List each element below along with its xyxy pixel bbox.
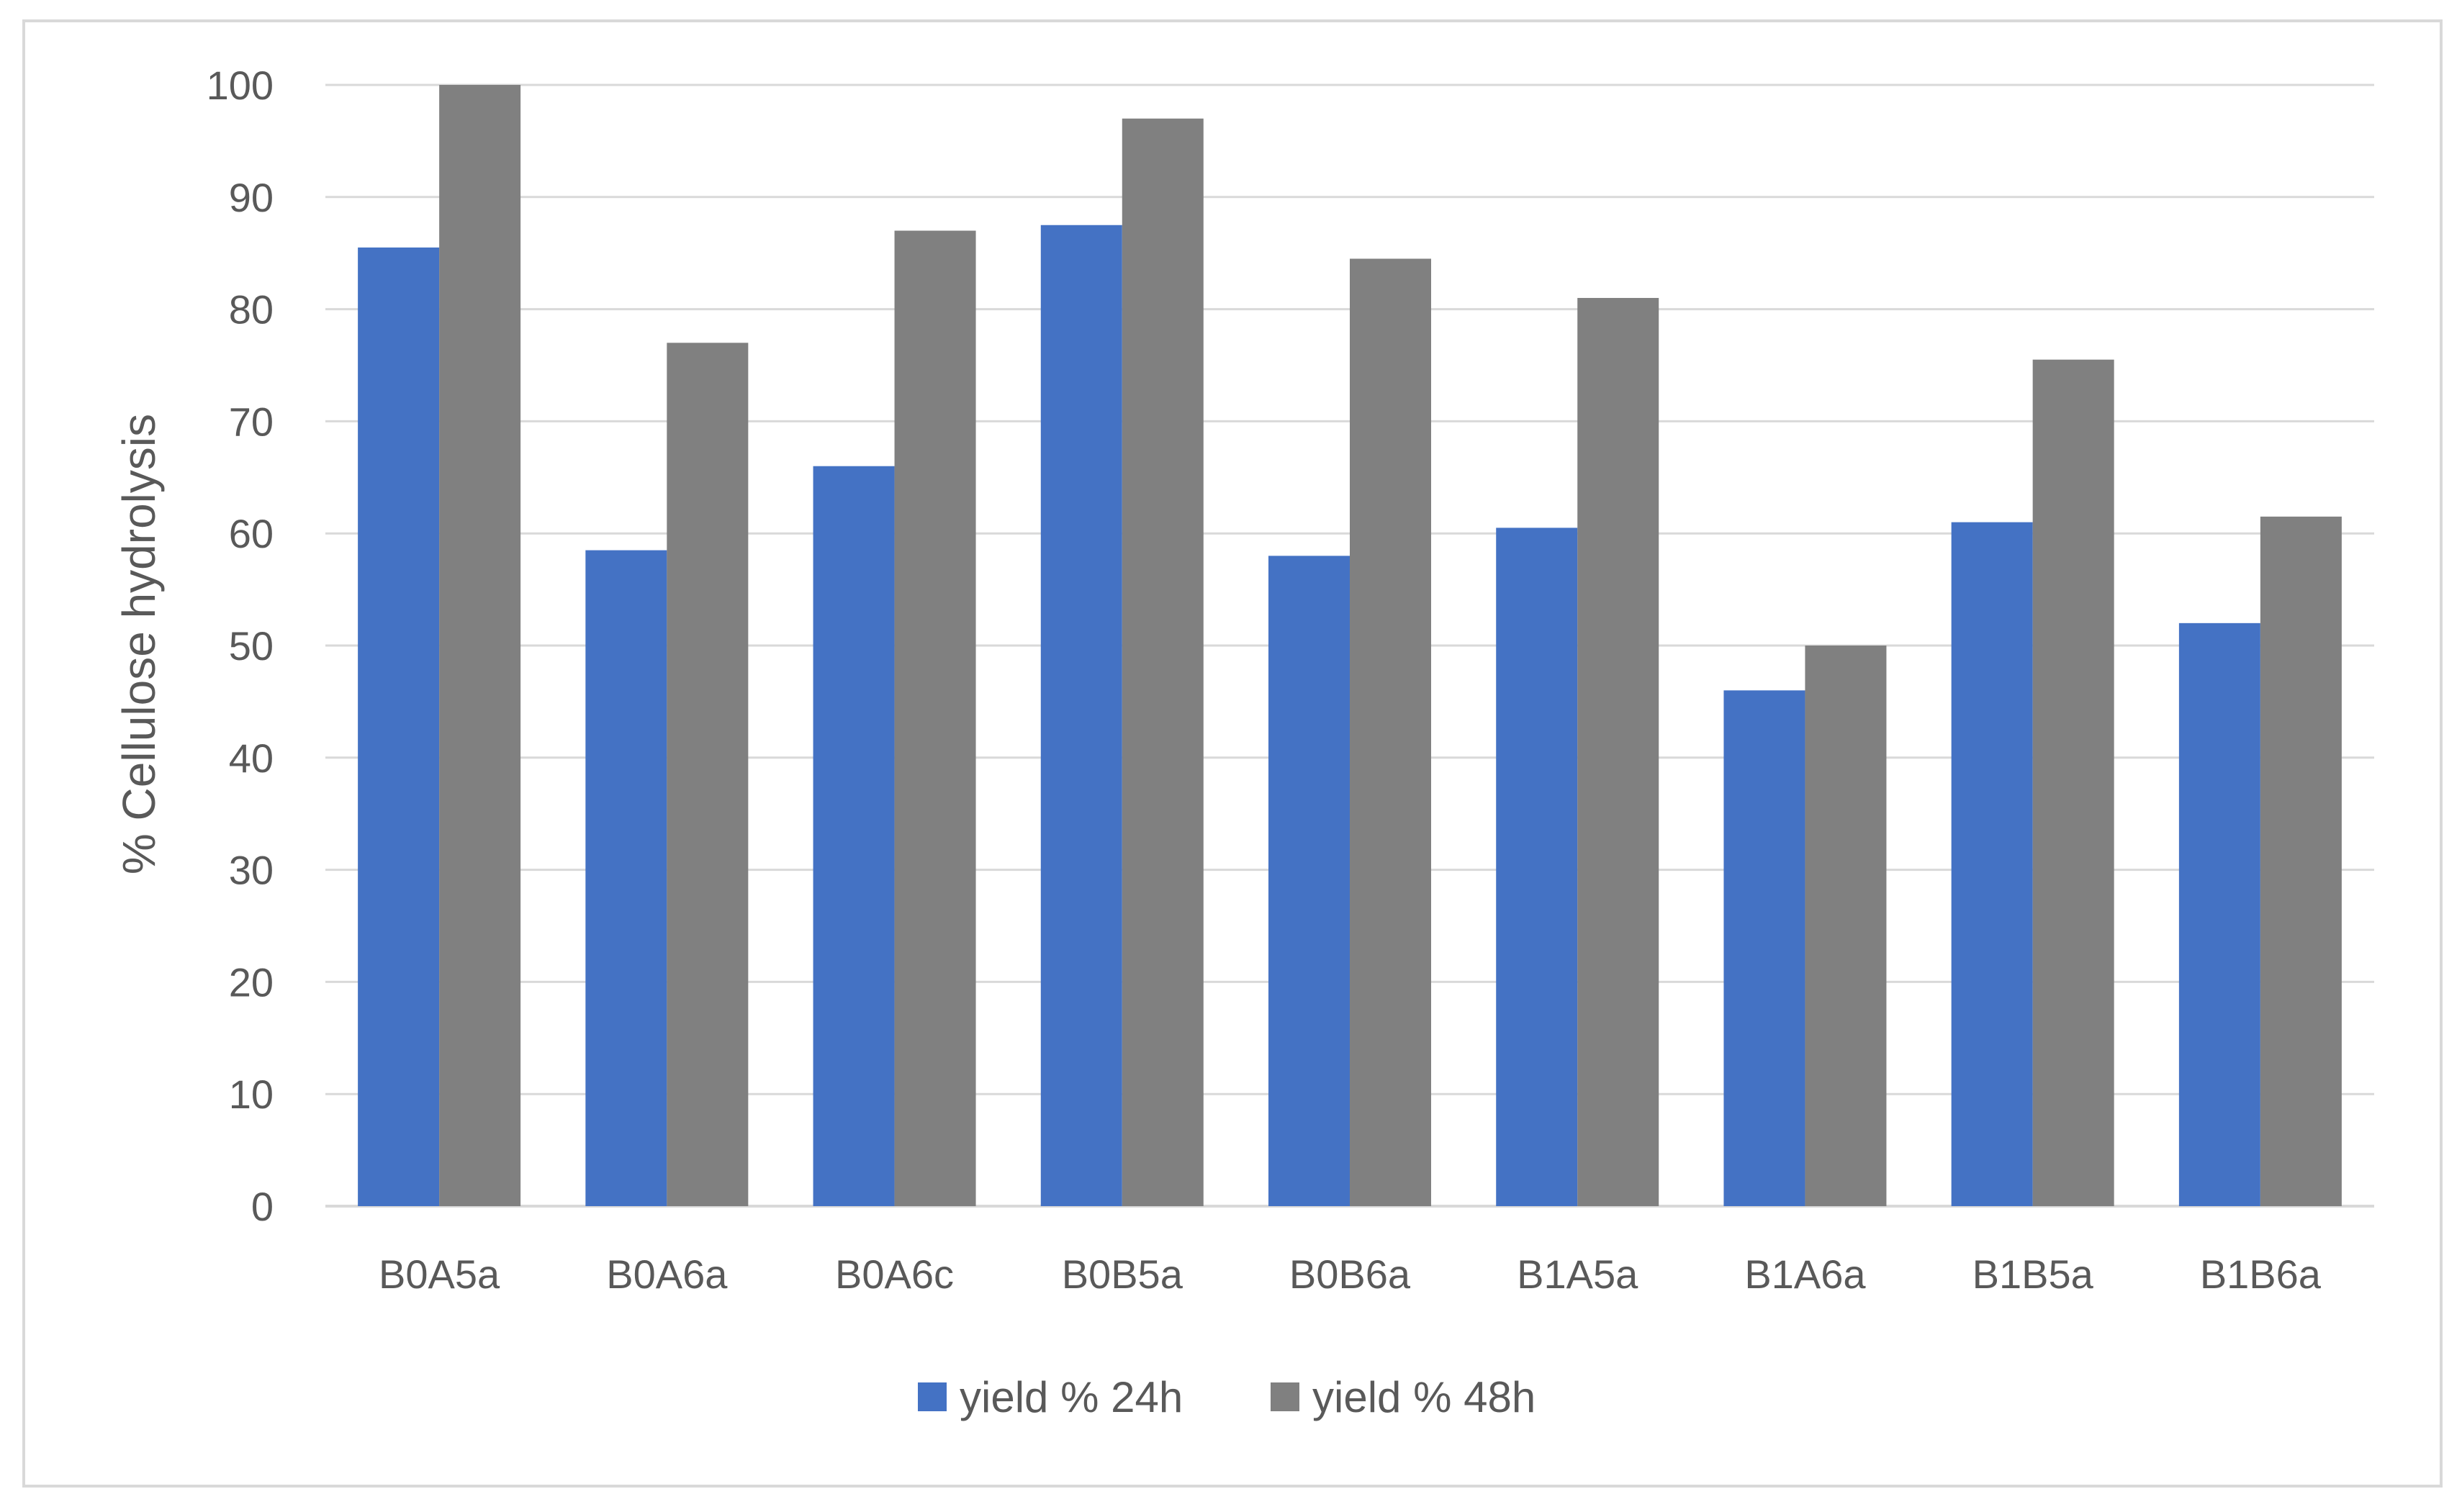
y-tick-label: 0 (251, 1184, 274, 1229)
bar-B1A6a-48h (1805, 646, 1887, 1206)
bar-B0B6a-48h (1350, 258, 1431, 1206)
bars (358, 85, 2342, 1207)
bar-B1A5a-48h (1577, 298, 1659, 1206)
y-tick-label: 50 (229, 623, 274, 669)
bar-B0B5a-24h (1040, 225, 1122, 1206)
y-tick-label: 100 (207, 63, 274, 108)
y-axis-title: % Cellulose hydrolysis (113, 414, 165, 874)
x-tick-label: B0A6a (606, 1251, 728, 1297)
legend-label: yield % 48h (1312, 1373, 1536, 1421)
y-tick-label: 70 (229, 399, 274, 444)
legend-swatch (1271, 1382, 1299, 1411)
x-tick-label: B1A5a (1517, 1251, 1638, 1297)
y-tick-label: 10 (229, 1072, 274, 1117)
x-tick-label: B1B5a (1972, 1251, 2094, 1297)
bar-B1B5a-48h (2032, 359, 2114, 1207)
y-tick-label: 20 (229, 959, 274, 1005)
x-tick-label: B1B6a (2200, 1251, 2322, 1297)
y-tick-label: 40 (229, 735, 274, 781)
bar-B0A6a-24h (585, 550, 667, 1206)
bar-B1B6a-24h (2178, 623, 2260, 1206)
y-tick-label: 60 (229, 511, 274, 556)
legend-swatch (918, 1382, 947, 1411)
y-tick-label: 80 (229, 287, 274, 332)
bar-B1A5a-24h (1496, 528, 1578, 1206)
bar-B0A6a-48h (667, 343, 749, 1207)
legend-label: yield % 24h (960, 1373, 1183, 1421)
x-tick-label: B0A5a (379, 1251, 500, 1297)
bar-B0A6c-24h (813, 466, 895, 1206)
x-tick-label: B0A6c (835, 1251, 954, 1297)
bar-B0B6a-24h (1268, 556, 1350, 1206)
y-tick-label: 30 (229, 848, 274, 893)
bar-B0A5a-48h (439, 85, 521, 1206)
x-tick-label: B0B6a (1289, 1251, 1411, 1297)
bar-B0A6c-48h (894, 230, 976, 1206)
x-tick-label: B1A6a (1744, 1251, 1866, 1297)
bar-B0A5a-24h (358, 247, 440, 1206)
legend: yield % 24h yield % 48h (918, 1373, 1536, 1421)
x-axis-ticks: B0A5a B0A6a B0A6c B0B5a B0B6a B1A5a B1A6a B1B5a… (379, 1251, 2322, 1297)
bar-B1B5a-24h (1951, 522, 2033, 1206)
bar-B1B6a-48h (2260, 516, 2342, 1206)
y-axis-ticks: 0 10 20 30 40 50 60 70 80 90 100 (207, 63, 274, 1229)
y-tick-label: 90 (229, 175, 274, 220)
bar-B1A6a-24h (1723, 690, 1805, 1206)
bar-B0B5a-48h (1122, 118, 1204, 1207)
x-tick-label: B0B5a (1062, 1251, 1183, 1297)
